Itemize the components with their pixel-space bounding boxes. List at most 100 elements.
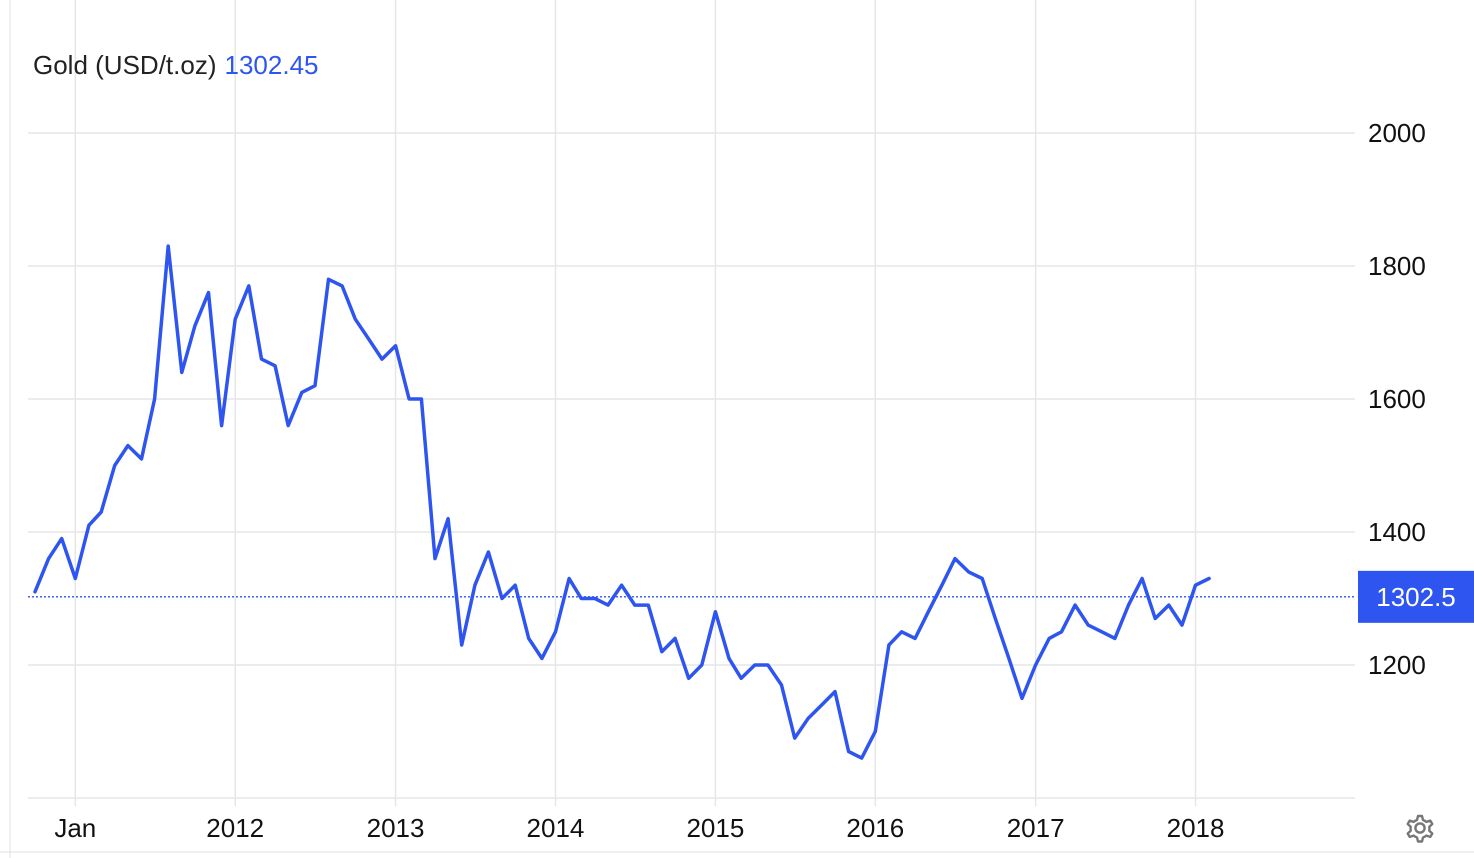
data-point <box>833 690 837 693</box>
x-tick-label: 2014 <box>527 813 585 843</box>
data-point <box>433 557 437 560</box>
data-point <box>394 344 397 347</box>
data-point <box>860 756 863 760</box>
data-point <box>354 318 357 321</box>
data-point <box>1113 637 1117 640</box>
data-point <box>260 357 263 361</box>
data-point <box>140 457 143 461</box>
x-axis: Jan 2012 2013 2014 2015 2016 2017 2018 <box>54 813 1224 843</box>
data-point <box>60 537 63 540</box>
data-point <box>967 570 970 574</box>
data-point <box>567 577 571 580</box>
data-point <box>766 663 770 667</box>
data-point <box>606 603 610 607</box>
data-point <box>793 736 796 740</box>
data-point <box>647 603 650 607</box>
data-point <box>927 610 930 613</box>
data-point <box>700 663 703 667</box>
grid <box>28 0 1355 806</box>
data-point <box>47 557 50 560</box>
data-point <box>820 703 824 707</box>
data-point <box>940 584 944 587</box>
data-point <box>313 384 317 387</box>
data-point <box>287 424 290 427</box>
data-point <box>527 637 530 640</box>
data-point <box>126 444 130 447</box>
data-point <box>847 750 850 753</box>
data-point <box>753 663 757 667</box>
data-point <box>980 577 984 580</box>
gear-icon[interactable] <box>1402 810 1438 846</box>
data-point <box>727 657 731 660</box>
chart-legend: Gold (USD/t.oz) 1302.45 <box>33 50 318 81</box>
legend-label: Gold (USD/t.oz) <box>33 50 217 80</box>
data-point <box>234 318 237 321</box>
last-value-label: 1302.5 <box>1376 582 1456 612</box>
data-point <box>1127 603 1130 607</box>
data-point <box>1140 577 1144 580</box>
x-tick-label: 2016 <box>846 813 904 843</box>
data-point <box>380 357 384 361</box>
y-tick-label: 2000 <box>1368 118 1426 148</box>
data-point <box>1048 637 1051 640</box>
x-tick-label: 2012 <box>206 813 264 843</box>
data-point <box>1154 617 1157 620</box>
data-point <box>500 597 504 600</box>
data-point <box>807 717 810 720</box>
data-point <box>874 730 877 733</box>
last-value-marker: 1302.5 <box>1358 570 1474 623</box>
data-point <box>487 550 490 554</box>
data-point <box>1007 657 1011 660</box>
x-tick-label: Jan <box>54 813 96 843</box>
data-point <box>554 630 557 633</box>
data-point <box>1180 623 1184 627</box>
x-tick-label: 2015 <box>686 813 744 843</box>
data-point <box>180 371 183 374</box>
data-point <box>220 424 223 427</box>
y-tick-label: 1200 <box>1368 650 1426 680</box>
data-point <box>166 244 170 248</box>
data-point <box>714 610 717 613</box>
data-point <box>1073 603 1077 607</box>
y-axis: 1200 1400 1600 1800 2000 <box>1368 118 1426 680</box>
data-point <box>900 630 903 633</box>
data-point <box>273 364 277 367</box>
data-point <box>207 291 210 294</box>
data-point <box>673 637 677 640</box>
data-point <box>327 278 330 281</box>
data-point <box>473 584 477 587</box>
y-tick-label: 1400 <box>1368 517 1426 547</box>
legend-value: 1302.45 <box>224 50 319 80</box>
data-point <box>1086 623 1090 627</box>
data-point <box>446 517 450 520</box>
data-point <box>780 683 783 687</box>
y-tick-label: 1600 <box>1368 384 1426 414</box>
data-point <box>300 391 304 394</box>
data-point <box>1207 577 1211 580</box>
data-point <box>1034 663 1037 667</box>
data-point <box>740 677 743 680</box>
data-point <box>33 590 37 594</box>
data-point <box>153 397 156 401</box>
last-value-box <box>1358 570 1474 623</box>
data-point <box>580 597 583 600</box>
y-tick-label: 1800 <box>1368 251 1426 281</box>
data-point <box>540 657 544 660</box>
data-point <box>620 584 623 587</box>
data-point <box>113 464 116 467</box>
data-point <box>1060 630 1063 633</box>
data-point <box>340 284 344 288</box>
data-point <box>99 510 103 514</box>
series-plot <box>33 244 1211 760</box>
data-point <box>74 577 77 580</box>
data-point <box>247 284 251 288</box>
data-point <box>193 324 197 328</box>
data-point <box>460 643 463 647</box>
data-point <box>1167 603 1171 607</box>
data-point <box>367 337 371 341</box>
data-point <box>420 397 423 401</box>
data-point <box>513 584 517 587</box>
